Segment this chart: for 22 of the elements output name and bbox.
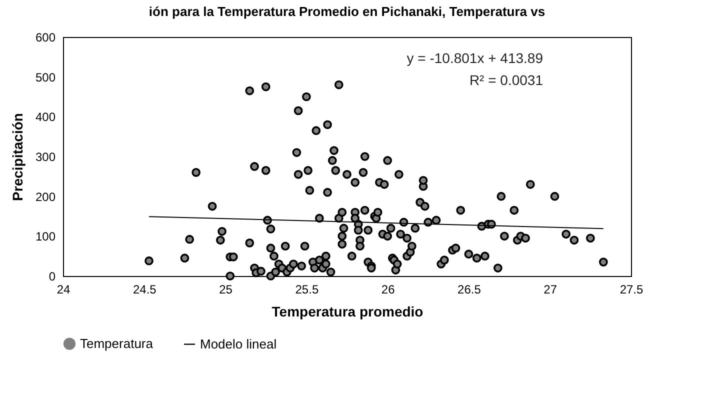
legend-label: Temperatura — [80, 336, 154, 351]
y-tick-label: 600 — [35, 30, 56, 44]
y-tick-label: 400 — [35, 110, 56, 124]
legend-label: Modelo lineal — [200, 336, 277, 352]
chart-title: ión para la Temperatura Promedio en Pichanaki, Temperatura vs — [148, 4, 546, 19]
x-tick-label: 26 — [381, 282, 396, 296]
x-axis-title: Temperatura promedio — [272, 304, 424, 320]
y-axis-title: Precipitación — [9, 113, 26, 201]
annotation: R² = 0.0031 — [469, 72, 544, 88]
x-tick-label: 24.5 — [132, 282, 157, 296]
y-tick-label: 100 — [35, 230, 56, 244]
x-tick-label: 24 — [56, 282, 70, 296]
x-tick-label: 25 — [219, 282, 233, 296]
x-tick-label: 27 — [544, 282, 558, 296]
y-tick-label: 200 — [35, 190, 56, 204]
y-tick-label: 300 — [35, 150, 56, 164]
annotation: y = -10.801x + 413.89 — [406, 50, 544, 66]
x-tick-label: 26.5 — [458, 282, 482, 296]
y-tick-label: 500 — [35, 70, 56, 84]
x-tick-label: 25.5 — [295, 282, 319, 296]
x-tick-label: 27.5 — [620, 282, 644, 296]
y-tick-label: 0 — [48, 270, 56, 284]
